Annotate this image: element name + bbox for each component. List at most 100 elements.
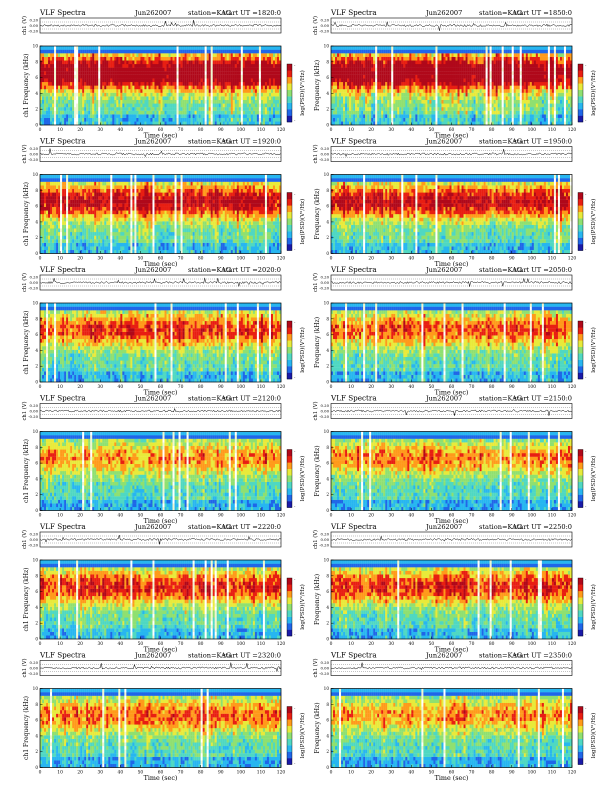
- colorbar-tick-label: -: [294, 761, 296, 766]
- x-tick-label: 60: [158, 771, 164, 776]
- x-tick-label: 80: [198, 771, 204, 776]
- panel-product-title: VLF Spectra: [39, 394, 86, 403]
- x-tick-label: 30: [388, 642, 394, 647]
- y-tick-label: 10: [33, 558, 39, 563]
- colorbar-tick-label: -: [294, 632, 296, 637]
- frequency-axis-label: ch1 Frequency (kHz): [23, 310, 30, 374]
- time-axis-label: Time (sec): [144, 646, 178, 654]
- x-tick-label: 90: [509, 128, 515, 133]
- panel-station: station=KAG: [479, 523, 522, 531]
- colorbar-label: log(PSD)(V²/Hz): [590, 584, 597, 630]
- x-tick-label: 10: [348, 642, 354, 647]
- waveform-tick-label: 0.20: [321, 275, 330, 280]
- y-tick-label: 4: [35, 219, 38, 224]
- colorbar-label: log(PSD)(V²/Hz): [590, 199, 597, 245]
- waveform-tick-label: 0.00: [321, 152, 330, 157]
- waveform-tick-label: 0.00: [30, 23, 39, 28]
- frequency-axis-label: Frequency (kHz): [314, 188, 321, 239]
- x-tick-label: 100: [237, 385, 246, 390]
- x-tick-label: 10: [348, 514, 354, 519]
- x-tick-label: 10: [348, 257, 354, 262]
- waveform-frame: [39, 403, 282, 419]
- x-tick-label: 30: [97, 642, 103, 647]
- spectrogram-image: [40, 560, 282, 640]
- panel-date: Jun262007: [134, 523, 171, 531]
- colorbar: - -log(PSD)(V²/Hz): [577, 192, 597, 252]
- x-tick-label: 90: [509, 514, 515, 519]
- x-tick-label: 90: [509, 642, 515, 647]
- x-tick-label: 70: [178, 514, 184, 519]
- waveform-tick-label: -0.20: [319, 543, 329, 548]
- x-tick-label: 120: [568, 257, 577, 262]
- x-tick-label: 80: [198, 642, 204, 647]
- x-tick-label: 80: [198, 385, 204, 390]
- waveform-trace: [331, 662, 573, 671]
- y-tick-label: 10: [324, 429, 330, 434]
- x-tick-label: 30: [97, 514, 103, 519]
- colorbar-label: log(PSD)(V²/Hz): [299, 199, 306, 245]
- waveform-tick-label: 0.00: [30, 537, 39, 542]
- waveform-frame: [330, 660, 573, 676]
- waveform-tick-label: 0.00: [321, 537, 330, 542]
- waveform-tick-label: 0.20: [321, 146, 330, 151]
- waveform-tick-label: 0.00: [321, 409, 330, 414]
- panel-station: station=KAG: [188, 652, 231, 660]
- y-tick-label: 4: [326, 476, 329, 481]
- x-tick-label: 70: [178, 128, 184, 133]
- x-tick-label: 80: [489, 128, 495, 133]
- y-tick-label: 2: [326, 749, 329, 754]
- panel-station: station=KAG: [479, 138, 522, 146]
- y-tick-label: 6: [326, 718, 329, 723]
- x-tick-label: 30: [388, 257, 394, 262]
- x-tick-label: 120: [277, 257, 286, 262]
- waveform-trace: [330, 278, 573, 287]
- panel-product-title: VLF Spectra: [39, 137, 86, 146]
- waveform-tick-label: -0.20: [319, 157, 329, 162]
- waveform-tick-label: 0.20: [30, 146, 39, 151]
- waveform-tick-label: 0.00: [30, 409, 39, 414]
- colorbar-tick-label: -: [294, 577, 296, 582]
- colorbar-label: log(PSD)(V²/Hz): [299, 456, 306, 502]
- waveform-axis-label: ch1 (V): [312, 145, 319, 164]
- x-tick-label: 10: [57, 257, 63, 262]
- panel-date: Jun262007: [425, 523, 462, 531]
- waveform-tick-label: -0.20: [28, 29, 38, 34]
- colorbar-tick-label: -: [294, 504, 296, 509]
- x-tick-label: 90: [509, 257, 515, 262]
- spectrogram-image: [331, 174, 573, 254]
- x-tick-label: 50: [138, 257, 144, 262]
- waveform-trace: [330, 21, 573, 31]
- panel-date: Jun262007: [134, 9, 171, 17]
- x-tick-label: 70: [469, 642, 475, 647]
- colorbar-tick-label: -: [585, 375, 587, 380]
- y-tick-label: 6: [35, 204, 38, 209]
- y-tick-label: 4: [326, 348, 329, 353]
- panel-date: Jun262007: [134, 395, 171, 403]
- y-tick-label: 10: [324, 301, 330, 306]
- y-tick-label: 0: [326, 251, 329, 256]
- y-tick-label: 6: [326, 75, 329, 80]
- x-tick-label: 90: [218, 642, 224, 647]
- x-tick-label: 60: [449, 642, 455, 647]
- frequency-axis-label: Frequency (kHz): [314, 702, 321, 753]
- y-tick-label: 6: [35, 332, 38, 337]
- x-tick-label: 40: [409, 385, 415, 390]
- time-axis-label: Time (sec): [144, 389, 178, 397]
- x-tick-label: 40: [409, 128, 415, 133]
- panel-product-title: VLF Spectra: [39, 651, 86, 660]
- panel-start-ut: start UT =1950:0: [513, 138, 572, 146]
- x-tick-label: 100: [237, 642, 246, 647]
- panel-date: Jun262007: [425, 652, 462, 660]
- x-tick-label: 50: [138, 514, 144, 519]
- x-tick-label: 0: [330, 514, 333, 519]
- waveform-tick-label: -0.20: [319, 414, 329, 419]
- panel-date: Jun262007: [425, 395, 462, 403]
- y-tick-label: 0: [35, 508, 38, 513]
- x-tick-label: 50: [429, 642, 435, 647]
- spectrogram-image: [331, 560, 573, 640]
- colorbar-tick-label: -: [585, 192, 587, 197]
- x-tick-label: 20: [368, 642, 374, 647]
- colorbar: - -log(PSD)(V²/Hz): [577, 320, 597, 380]
